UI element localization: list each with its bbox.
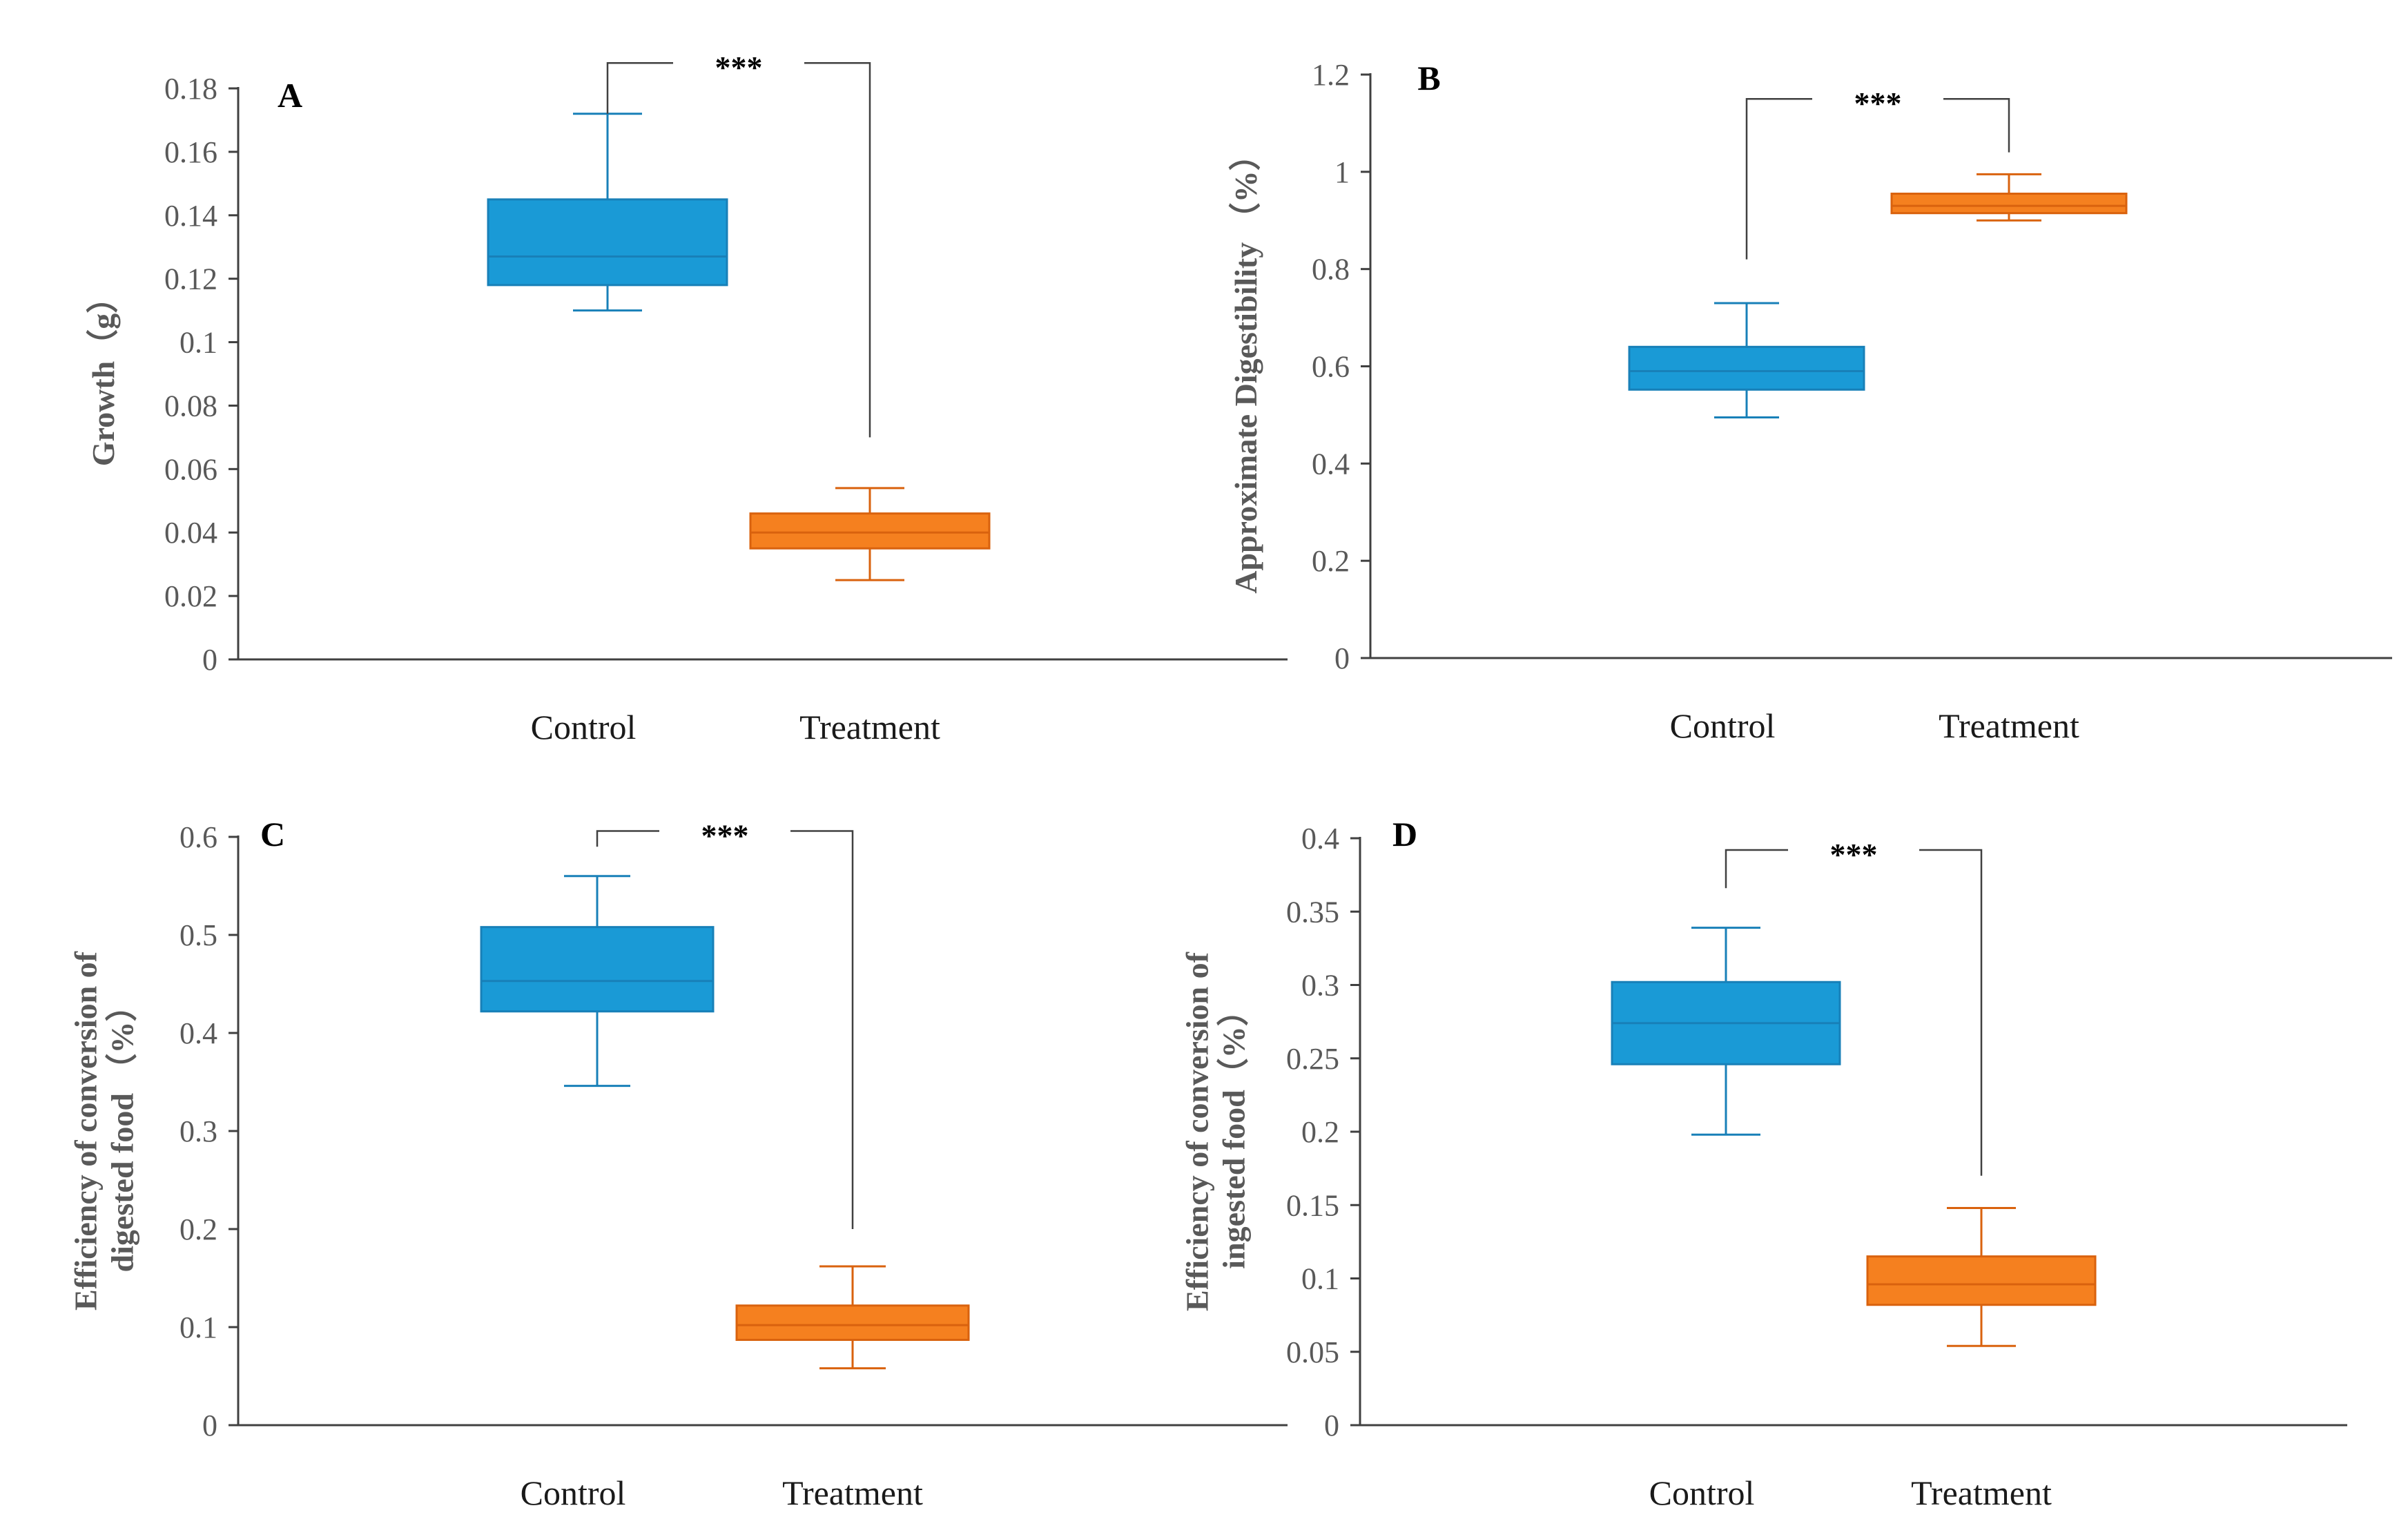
panel-b: 0 0.2 0.4 0.6 0.8 1 1.2 Approximate Digestibili… [1228,58,2392,745]
category-label-control: Control [1649,1473,1755,1512]
category-label-control: Control [1670,706,1776,745]
y-tick-label: 0.02 [164,579,217,613]
y-tick-label: 0.5 [179,918,217,952]
y-tick-label: 1 [1334,155,1350,189]
box-treatment [1866,1207,2097,1347]
box-iqr [1890,193,2128,215]
category-label-treatment: Treatment [782,1473,923,1512]
panel-letter: C [260,815,285,853]
box-treatment [735,1265,970,1370]
panel-d: 0 0.05 0.1 0.15 0.2 0.25 0.3 0.35 0.4 Efficiency … [1180,815,2347,1512]
box-iqr [487,198,728,287]
y-tick-label: 0.06 [164,452,217,486]
y-tick-label: 0.16 [164,135,217,169]
box-iqr [480,926,715,1013]
y-tick-label: 0.3 [179,1114,217,1148]
y-tick-label: 0.15 [1286,1188,1339,1222]
bracket-right [1919,849,1983,1176]
y-axis-label: Approximate Digestibility （%） [1228,139,1263,593]
category-label-treatment: Treatment [1911,1473,2052,1512]
significance-bracket: *** [1745,86,2010,260]
significance-bracket: *** [606,50,871,438]
box-iqr [735,1304,970,1341]
bracket-right [790,830,854,1229]
y-tick-label: 0.18 [164,72,217,106]
bracket-right [1943,97,2010,153]
y-tick-label: 0.4 [1301,822,1339,856]
panel-letter: A [278,76,302,115]
y-axis-label: Efficiency of conversion ofingested food… [1180,951,1252,1311]
category-label-control: Control [521,1473,626,1512]
y-axis-label: Efficiency of conversion ofdigested food… [68,951,140,1311]
y-tick-label: 0.4 [179,1016,217,1050]
significance-bracket: *** [596,818,854,1229]
y-axis-label-line: Efficiency of conversion of [68,951,104,1311]
bracket-left [1745,97,1812,260]
significance-label: *** [1830,837,1878,872]
y-tick-label: 0.6 [179,820,217,854]
y-tick-label: 0.3 [1301,969,1339,1003]
bracket-left [1725,849,1788,889]
box-iqr [1628,345,1865,391]
box-control [480,875,715,1088]
bracket-left [606,61,673,114]
y-tick-label: 0.25 [1286,1042,1339,1076]
y-tick-label: 0.1 [1301,1262,1339,1296]
box-control [1628,302,1865,418]
panel-c: 0 0.1 0.2 0.3 0.4 0.5 0.6 Efficiency of convers… [68,815,1288,1512]
y-tick-label: 0.2 [1301,1115,1339,1149]
y-tick-label: 0.2 [179,1212,217,1246]
significance-label: *** [1854,86,1902,121]
box-control [487,113,728,312]
y-tick-label: 0 [1324,1409,1339,1442]
box-control [1611,927,1841,1136]
y-axis-label-line: ingested food（%） [1216,994,1252,1268]
category-label-treatment: Treatment [799,708,940,746]
significance-bracket: *** [1725,837,1983,1176]
bracket-right [804,61,871,438]
y-tick-label: 0.04 [164,516,217,550]
y-axis-label-line: digested food （%） [105,990,140,1273]
box-iqr [749,512,991,550]
panel-letter: B [1417,59,1440,97]
y-axis-label-line: Efficiency of conversion of [1180,951,1215,1311]
y-tick-label: 0.1 [179,326,217,360]
y-tick-label: 0 [202,643,217,677]
y-tick-label: 0.2 [1312,544,1350,578]
y-tick-label: 0.05 [1286,1335,1339,1369]
y-axis-label: Growth（g） [86,282,121,467]
y-tick-label: 0.1 [179,1311,217,1344]
y-tick-label: 0.6 [1312,350,1350,384]
y-tick-label: 0 [202,1409,217,1442]
significance-label: *** [701,818,749,853]
significance-label: *** [715,50,763,85]
box-treatment [1890,173,2128,222]
y-tick-label: 0.8 [1312,253,1350,287]
y-tick-label: 0 [1334,641,1350,675]
y-tick-label: 0.35 [1286,895,1339,929]
y-tick-label: 1.2 [1312,58,1350,92]
y-tick-label: 0.4 [1312,447,1350,481]
panel-letter: D [1392,815,1417,853]
y-tick-label: 0.08 [164,389,217,423]
y-tick-label: 0.14 [164,199,217,233]
box-iqr [1866,1255,2097,1306]
panel-a: 0 0.02 0.04 0.06 0.08 0.1 0.12 0.14 0.16 0.18 Grow… [86,50,1288,746]
box-treatment [749,487,991,581]
bracket-left [596,830,659,847]
y-tick-label: 0.12 [164,262,217,296]
category-label-treatment: Treatment [1939,706,2079,745]
category-label-control: Control [531,708,637,746]
